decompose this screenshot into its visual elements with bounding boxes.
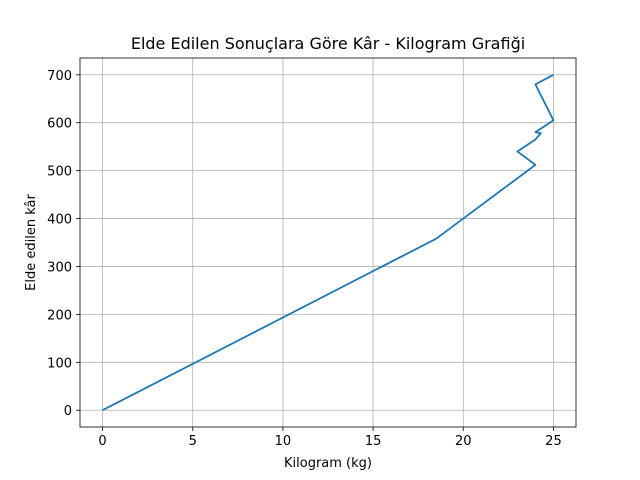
chart-title: Elde Edilen Sonuçlara Göre Kâr - Kilogra… [131,34,525,53]
y-tick-label: 100 [47,356,72,371]
x-tick-label: 15 [365,434,382,449]
y-tick-label: 400 [47,213,72,228]
y-tick-label: 700 [47,69,72,84]
y-tick-label: 200 [47,308,72,323]
series-layer [102,73,555,412]
x-axis-ticks: 0 5 10 15 20 25 [98,427,562,449]
y-axis-ticks: 0 100 200 300 400 500 600 700 [47,69,80,419]
x-tick-label: 25 [545,434,562,449]
x-tick-label: 5 [189,434,197,449]
grid-lines [80,58,576,427]
x-tick-label: 0 [98,434,106,449]
y-tick-label: 0 [64,404,72,419]
y-tick-label: 600 [47,117,72,132]
y-tick-label: 500 [47,165,72,180]
plot-area-frame [79,57,577,428]
y-axis-label: Elde edilen kâr [24,194,39,291]
x-axis-label: Kilogram (kg) [284,456,372,471]
y-tick-label: 300 [47,260,72,275]
x-tick-label: 10 [275,434,292,449]
series-line-0 [102,73,555,412]
x-tick-label: 20 [455,434,472,449]
